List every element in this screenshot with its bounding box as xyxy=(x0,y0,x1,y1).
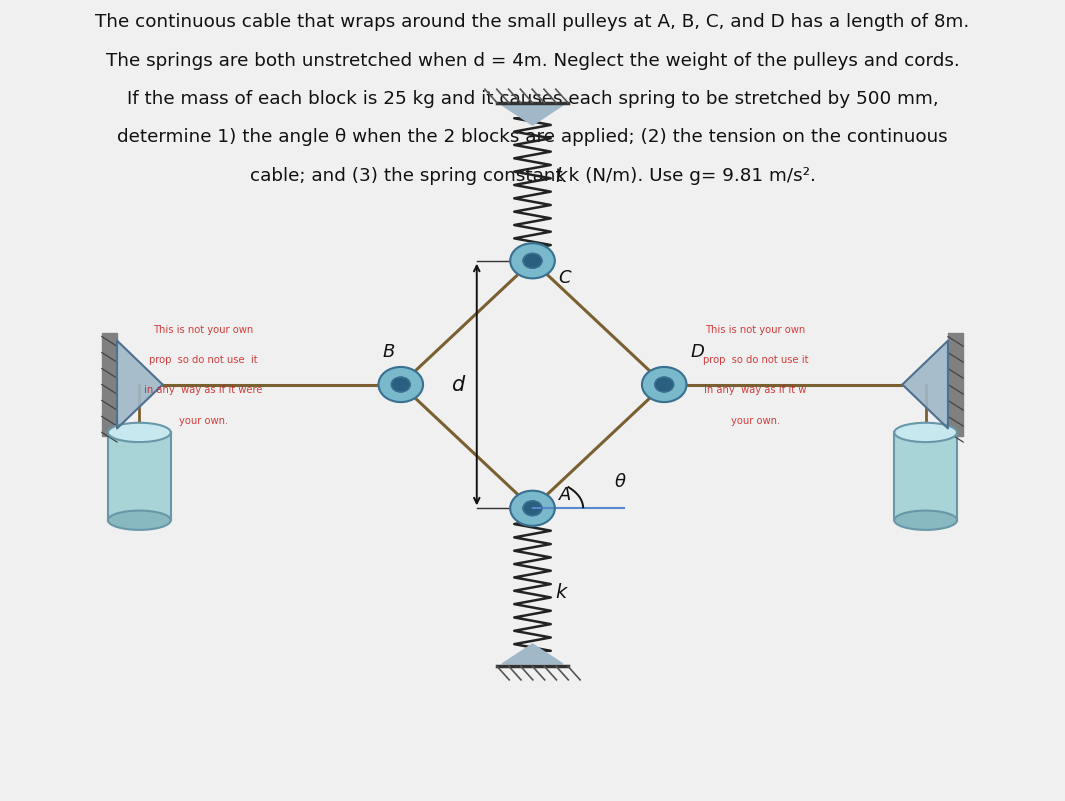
Text: determine 1) the angle θ when the 2 blocks are applied; (2) the tension on the c: determine 1) the angle θ when the 2 bloc… xyxy=(117,128,948,147)
Polygon shape xyxy=(102,332,117,437)
Polygon shape xyxy=(902,340,948,429)
Ellipse shape xyxy=(108,510,170,530)
Text: your own.: your own. xyxy=(731,416,780,425)
Text: your own.: your own. xyxy=(179,416,228,425)
Circle shape xyxy=(642,367,687,402)
Polygon shape xyxy=(117,340,163,429)
Circle shape xyxy=(523,253,542,268)
Circle shape xyxy=(378,367,423,402)
Text: $A$: $A$ xyxy=(558,486,572,505)
Circle shape xyxy=(392,377,410,392)
Text: $D$: $D$ xyxy=(689,343,705,360)
Circle shape xyxy=(510,244,555,279)
Text: prop  so do not use it: prop so do not use it xyxy=(703,355,808,365)
Text: $d$: $d$ xyxy=(450,375,466,395)
Text: This is not your own: This is not your own xyxy=(153,324,253,335)
Bar xyxy=(108,433,170,520)
Text: If the mass of each block is 25 kg and it causes each spring to be stretched by : If the mass of each block is 25 kg and i… xyxy=(127,90,938,108)
Polygon shape xyxy=(502,644,563,664)
Text: The springs are both unstretched when d = 4m. Neglect the weight of the pulleys : The springs are both unstretched when d … xyxy=(105,52,960,70)
Text: $\theta$: $\theta$ xyxy=(613,473,626,491)
Bar xyxy=(895,433,957,520)
Text: in any  way as if it w: in any way as if it w xyxy=(704,385,806,396)
Text: $k$: $k$ xyxy=(555,582,569,602)
Circle shape xyxy=(510,491,555,525)
Polygon shape xyxy=(948,332,963,437)
Circle shape xyxy=(655,377,673,392)
Text: prop  so do not use  it: prop so do not use it xyxy=(149,355,258,365)
Circle shape xyxy=(523,501,542,516)
Text: $C$: $C$ xyxy=(558,269,572,287)
Text: $B$: $B$ xyxy=(382,343,396,360)
Text: $k$: $k$ xyxy=(555,167,569,187)
Text: cable; and (3) the spring constant k (N/m). Use g= 9.81 m/s².: cable; and (3) the spring constant k (N/… xyxy=(249,167,816,184)
Ellipse shape xyxy=(108,423,170,442)
Ellipse shape xyxy=(895,423,957,442)
Text: This is not your own: This is not your own xyxy=(705,324,805,335)
Text: The continuous cable that wraps around the small pulleys at A, B, C, and D has a: The continuous cable that wraps around t… xyxy=(96,14,969,31)
Polygon shape xyxy=(502,105,563,125)
Ellipse shape xyxy=(895,510,957,530)
Text: in any  way as if it were: in any way as if it were xyxy=(144,385,262,396)
